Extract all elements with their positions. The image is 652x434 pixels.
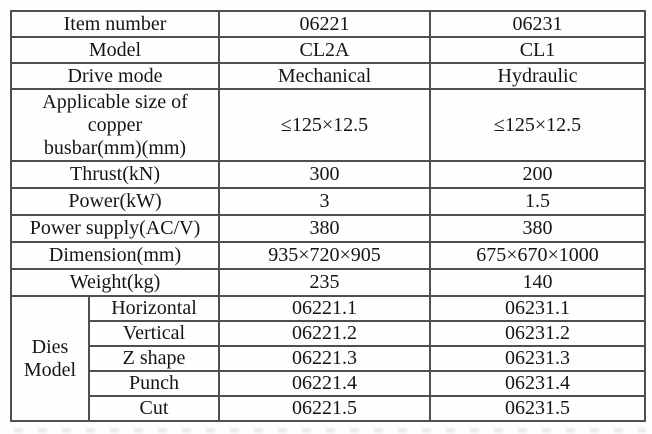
- spec-label-cell: Thrust(kN): [10, 160, 220, 189]
- spec-value-cell: 380: [429, 214, 646, 243]
- dies-type-cell: Horizontal: [88, 295, 220, 322]
- spec-value-cell: CL2A: [218, 36, 431, 64]
- table-row: Applicable size of copper busbar(mm)(mm)…: [10, 88, 646, 162]
- dies-value-cell: 06231.3: [429, 345, 646, 372]
- dies-value-cell: 06231.5: [429, 395, 646, 422]
- spec-value-cell: 235: [218, 268, 431, 297]
- spec-value-cell: 935×720×905: [218, 241, 431, 270]
- spec-label-cell: Power supply(AC/V): [10, 214, 220, 243]
- table-row: Thrust(kN) 300 200: [10, 160, 646, 189]
- spec-value-cell: 380: [218, 214, 431, 243]
- spec-label-cell: Applicable size of copper busbar(mm)(mm): [10, 88, 220, 162]
- spec-value-cell: Mechanical: [218, 62, 431, 90]
- table-row: Item number 06221 06231: [10, 10, 646, 38]
- dies-value-cell: 06221.5: [218, 395, 431, 422]
- spec-value-cell: 675×670×1000: [429, 241, 646, 270]
- spec-value-cell: 140: [429, 268, 646, 297]
- product-spec-table: Item number 06221 06231 Model CL2A CL1 D…: [10, 10, 646, 422]
- table-row: Power supply(AC/V) 380 380: [10, 214, 646, 243]
- table-row: Vertical 06221.2 06231.2: [11, 320, 646, 347]
- table-row: Model CL2A CL1: [10, 36, 646, 64]
- spec-value-cell: 06231: [429, 10, 646, 38]
- spec-label-cell: Dimension(mm): [10, 241, 220, 270]
- cropped-text-artifact: [14, 428, 646, 433]
- dies-value-cell: 06231.4: [429, 370, 646, 397]
- spec-label-cell: Power(kW): [10, 187, 220, 216]
- dies-type-cell: Cut: [88, 395, 220, 422]
- spec-value-cell: 3: [218, 187, 431, 216]
- dies-value-cell: 06231.2: [429, 320, 646, 347]
- table-row: Dimension(mm) 935×720×905 675×670×1000: [10, 241, 646, 270]
- spec-label-cell: Item number: [10, 10, 220, 38]
- dies-value-cell: 06221.2: [218, 320, 431, 347]
- dies-model-header-cell: Dies Model: [10, 295, 90, 422]
- spec-value-cell: ≤125×12.5: [218, 88, 431, 162]
- table-row: Weight(kg) 235 140: [10, 268, 646, 297]
- table-row: Z shape 06221.3 06231.3: [11, 345, 646, 372]
- table-row: Power(kW) 3 1.5: [10, 187, 646, 216]
- table-row: Cut 06221.5 06231.5: [11, 395, 646, 422]
- dies-value-cell: 06231.1: [429, 295, 646, 322]
- spec-label-cell: Weight(kg): [10, 268, 220, 297]
- dies-value-cell: 06221.1: [218, 295, 431, 322]
- spec-label-cell: Model: [10, 36, 220, 64]
- spec-value-cell: 1.5: [429, 187, 646, 216]
- dies-type-cell: Z shape: [88, 345, 220, 372]
- dies-value-cell: 06221.4: [218, 370, 431, 397]
- table-row: Dies Model Horizontal 06221.1 06231.1: [10, 295, 646, 422]
- dies-value-cell: 06221.3: [218, 345, 431, 372]
- spec-label-cell: Drive mode: [10, 62, 220, 90]
- dies-type-cell: Vertical: [88, 320, 220, 347]
- spec-value-cell: 200: [429, 160, 646, 189]
- dies-type-cell: Punch: [88, 370, 220, 397]
- spec-value-cell: 06221: [218, 10, 431, 38]
- spec-value-cell: 300: [218, 160, 431, 189]
- table-row: Drive mode Mechanical Hydraulic: [10, 62, 646, 90]
- spec-value-cell: ≤125×12.5: [429, 88, 646, 162]
- spec-value-cell: Hydraulic: [429, 62, 646, 90]
- spec-value-cell: CL1: [429, 36, 646, 64]
- table-row: Punch 06221.4 06231.4: [11, 370, 646, 397]
